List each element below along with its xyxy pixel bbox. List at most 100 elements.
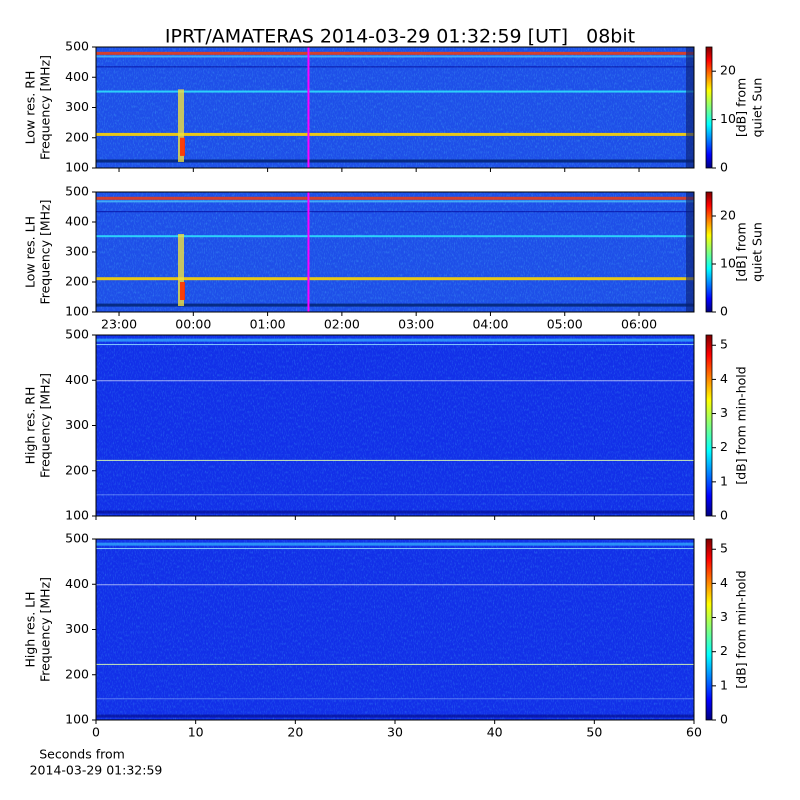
- x-tick-label: 23:00: [101, 317, 137, 332]
- colorbar-tick-label: 3: [720, 609, 728, 624]
- y-axis-label: Low res. RH: [23, 71, 38, 145]
- spectrogram-band: [96, 338, 694, 342]
- colorbar-tick-label: 5: [720, 541, 728, 556]
- y-axis-label: Frequency [MHz]: [38, 199, 53, 304]
- x-tick-label: 60: [686, 725, 702, 740]
- figure-title: IPRT/AMATERAS 2014-03-29 01:32:59 [UT] 0…: [165, 26, 635, 48]
- colorbar-tick-label: 10: [720, 256, 736, 271]
- burst: [180, 137, 185, 156]
- x-tick-label: 06:00: [621, 317, 657, 332]
- x-tick-label: 30: [387, 725, 403, 740]
- spectrogram-band: [96, 277, 694, 281]
- edge: [686, 192, 694, 312]
- colorbar-tick-label: 1: [720, 677, 728, 692]
- spectrogram-band: [96, 51, 694, 55]
- x-tick-label: 0: [92, 725, 100, 740]
- y-tick-label: 500: [65, 39, 89, 54]
- y-axis-label: Low res. LH: [23, 216, 38, 288]
- colorbar-tick-label: 2: [720, 439, 728, 454]
- burst: [178, 234, 184, 306]
- y-tick-label: 200: [65, 274, 89, 289]
- y-tick-label: 200: [65, 129, 89, 144]
- x-tick-label: 05:00: [547, 317, 583, 332]
- spectrogram-band: [96, 584, 694, 586]
- y-axis-label: High res. LH: [23, 591, 38, 667]
- spectrogram-band: [96, 459, 694, 461]
- spectrogram-band: [96, 90, 694, 93]
- colorbar-label: [dB] from: [734, 222, 749, 281]
- colorbar-label: quiet Sun: [750, 78, 765, 138]
- y-tick-label: 400: [65, 214, 89, 229]
- y-tick-label: 300: [65, 244, 89, 259]
- spectrogram-band: [96, 159, 694, 163]
- y-tick-label: 100: [65, 508, 89, 523]
- x-tick-label: 50: [586, 725, 602, 740]
- colorbar: [705, 46, 713, 169]
- colorbar-tick-label: 1: [720, 473, 728, 488]
- x-tick-label: 40: [487, 725, 503, 740]
- spectrogram-band: [96, 663, 694, 665]
- colorbar: [705, 538, 713, 721]
- x-tick-label: 10: [188, 725, 204, 740]
- y-axis-label: High res. RH: [23, 387, 38, 465]
- spectrogram-noise: [96, 192, 694, 312]
- colorbar-tick-label: 4: [720, 575, 728, 590]
- burst: [178, 89, 184, 162]
- y-tick-label: 200: [65, 666, 89, 681]
- x-axis-label: Seconds from: [39, 747, 125, 762]
- spectrogram-band: [96, 494, 694, 496]
- colorbar-label: [dB] from: [734, 78, 749, 137]
- colorbar-tick-label: 20: [720, 208, 736, 223]
- colorbar-tick-label: 20: [720, 63, 736, 78]
- y-axis-label: Frequency [MHz]: [38, 373, 53, 478]
- edge: [686, 47, 694, 168]
- colorbar-tick-label: 0: [720, 712, 728, 727]
- x-tick-label: 02:00: [324, 317, 360, 332]
- spectrogram-band: [96, 211, 694, 213]
- spectrogram-band: [96, 66, 694, 68]
- spectrogram-band: [96, 132, 694, 136]
- spectrogram-noise: [96, 335, 694, 516]
- y-tick-label: 400: [65, 372, 89, 387]
- y-tick-label: 200: [65, 462, 89, 477]
- spectrogram-band: [96, 542, 694, 546]
- spectrogram-noise: [96, 539, 694, 720]
- spectrogram-band: [96, 714, 694, 718]
- colorbar: [705, 191, 713, 313]
- colorbar-tick-label: 2: [720, 643, 728, 658]
- spectrogram-band: [96, 510, 694, 514]
- colorbar-tick-label: 0: [720, 160, 728, 175]
- y-tick-label: 500: [65, 184, 89, 199]
- y-tick-label: 500: [65, 327, 89, 342]
- colorbar-tick-label: 10: [720, 111, 736, 126]
- y-tick-label: 300: [65, 621, 89, 636]
- colorbar-tick-label: 0: [720, 304, 728, 319]
- y-tick-label: 400: [65, 576, 89, 591]
- y-tick-label: 500: [65, 531, 89, 546]
- y-tick-label: 300: [65, 417, 89, 432]
- x-tick-label: 03:00: [398, 317, 434, 332]
- spectrogram-band: [96, 698, 694, 700]
- y-axis-label: Frequency [MHz]: [38, 577, 53, 682]
- colorbar-tick-label: 4: [720, 371, 728, 386]
- spectrogram-noise: [96, 47, 694, 168]
- y-axis-label: Frequency [MHz]: [38, 55, 53, 160]
- y-tick-label: 100: [65, 304, 89, 319]
- burst: [180, 282, 185, 300]
- x-tick-label: 01:00: [250, 317, 286, 332]
- x-tick-label: 20: [287, 725, 303, 740]
- spectrogram-band: [96, 200, 694, 203]
- spectrogram-band: [96, 196, 694, 200]
- x-tick-label: 04:00: [472, 317, 508, 332]
- spectrogram-band: [96, 380, 694, 382]
- colorbar-label: quiet Sun: [750, 222, 765, 282]
- colorbar-tick-label: 3: [720, 405, 728, 420]
- spectrogram-band: [96, 303, 694, 307]
- colorbar-label: [dB] from min-hold: [734, 366, 749, 484]
- colorbar-label: [dB] from min-hold: [734, 570, 749, 688]
- spectrogram-band: [96, 55, 694, 58]
- x-tick-label: 00:00: [175, 317, 211, 332]
- spectrogram-band: [96, 235, 694, 238]
- y-tick-label: 300: [65, 99, 89, 114]
- colorbar: [705, 334, 713, 517]
